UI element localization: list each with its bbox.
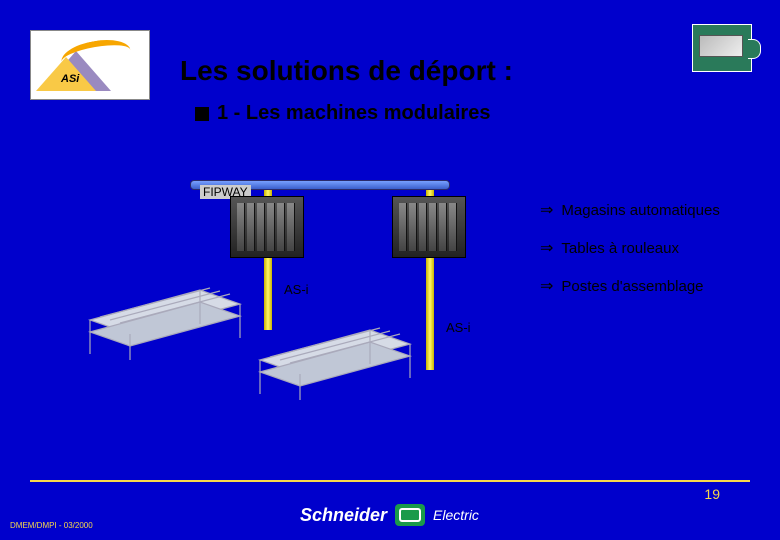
legend-item-postes: ⇒ Postes d'assemblage [540,276,720,296]
asi-label-1: AS-i [284,282,309,297]
roller-table-1 [80,280,250,360]
asi-logo: ASi [30,30,150,100]
legend-item-magasins: ⇒ Magasins automatiques [540,200,720,220]
schneider-logo: Schneider Electric [300,504,479,526]
arrow-icon: ⇒ [540,200,553,220]
subtitle: 1 - Les machines modulaires [195,102,490,125]
page-number: 19 [704,486,720,502]
brand-name-bottom: Electric [433,507,479,523]
legend-text: Postes d'assemblage [561,278,703,295]
diagram: FIPWAY AS-i AS-i [100,160,530,420]
plc-module-2 [392,196,466,258]
legend: ⇒ Magasins automatiques ⇒ Tables à roule… [540,200,720,314]
footer-divider [30,480,750,482]
subtitle-text: 1 - Les machines modulaires [217,102,490,125]
arrow-icon: ⇒ [540,276,553,296]
puzzle-icon [692,24,752,72]
footer-code: DMEM/DMPI - 03/2000 [10,521,93,530]
legend-text: Tables à rouleaux [561,240,679,257]
square-bullet-icon [195,107,209,121]
arrow-icon: ⇒ [540,238,553,258]
asi-label-2: AS-i [446,320,471,335]
legend-item-tables: ⇒ Tables à rouleaux [540,238,720,258]
plc-module-1 [230,196,304,258]
logo-swoosh [59,35,133,77]
puzzle-device-icon [699,35,743,57]
brand-name-top: Schneider [300,505,387,526]
roller-table-2 [250,320,420,400]
logo-text: ASi [61,73,79,85]
page-title: Les solutions de déport : [180,55,513,87]
schneider-badge-icon [395,504,425,526]
legend-text: Magasins automatiques [561,202,719,219]
